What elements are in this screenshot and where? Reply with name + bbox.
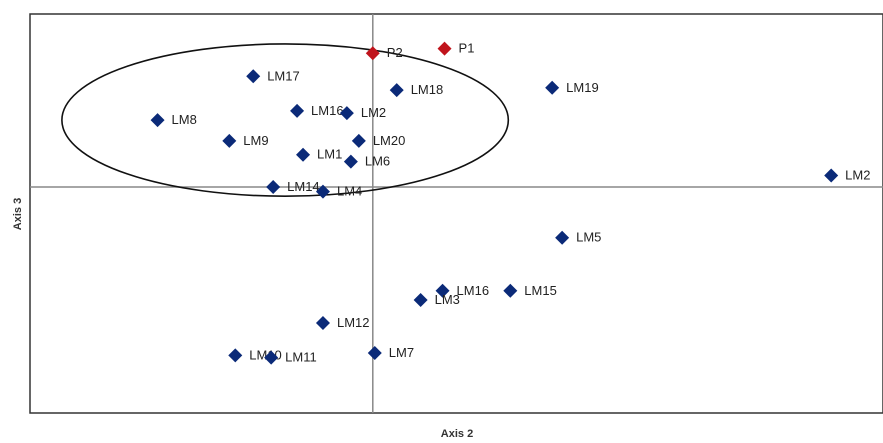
y-axis-title: Axis 3 (12, 198, 24, 230)
diamond-marker (296, 147, 311, 162)
point-label: LM9 (243, 133, 268, 148)
diamond-marker (264, 350, 279, 365)
point-label: LM10 (249, 347, 282, 362)
point-lm1-10: LM1 (296, 147, 342, 162)
point-lm5-15: LM5 (555, 230, 601, 245)
diamond-marker (413, 292, 428, 307)
diamond-marker (389, 83, 404, 98)
point-p1-0: P1 (437, 41, 475, 56)
point-label: LM4 (337, 184, 362, 199)
diamond-marker (367, 346, 382, 361)
diamond-marker (246, 69, 261, 84)
diamond-marker (555, 230, 570, 245)
point-lm20-9: LM20 (351, 133, 406, 148)
point-label: LM12 (337, 315, 370, 330)
diamond-marker (437, 41, 452, 56)
point-label: LM16 (457, 283, 490, 298)
point-label: LM2 (361, 105, 386, 120)
point-label: LM17 (267, 68, 300, 83)
point-lm3-18: LM3 (413, 292, 460, 307)
diamond-marker (435, 283, 450, 298)
diamond-marker (266, 179, 281, 194)
point-lm19-4: LM19 (545, 80, 599, 95)
point-p2-1: P2 (365, 45, 403, 61)
point-lm17-2: LM17 (246, 68, 300, 84)
point-lm6-11: LM6 (343, 154, 390, 169)
point-lm4-13: LM4 (315, 184, 362, 199)
diamond-marker (222, 133, 237, 148)
point-lm15-17: LM15 (503, 283, 557, 298)
point-lm12-19: LM12 (315, 315, 370, 331)
point-lm16-16: LM16 (435, 283, 490, 298)
point-label: LM7 (389, 345, 414, 360)
point-label: LM19 (566, 80, 599, 95)
diamond-marker (290, 103, 305, 118)
diamond-marker (343, 154, 358, 169)
cluster-ellipse (61, 43, 510, 198)
point-label: P1 (459, 41, 475, 56)
point-label: LM3 (435, 292, 460, 307)
point-lm18-3: LM18 (389, 82, 444, 98)
point-label: LM6 (365, 154, 390, 169)
point-label: LM18 (411, 82, 444, 97)
diamond-marker (150, 113, 165, 128)
point-lm2-7: LM2 (339, 105, 386, 121)
diamond-marker (315, 184, 330, 199)
point-lm16-6: LM16 (290, 103, 344, 118)
diamond-marker (228, 348, 243, 363)
point-label: LM14 (287, 179, 320, 194)
point-label: LM1 (317, 147, 342, 162)
point-label: P2 (387, 45, 403, 60)
diamond-marker (365, 46, 380, 61)
x-axis-title: Axis 2 (441, 428, 473, 440)
point-lm11-21: LM11 (264, 350, 317, 365)
point-label: LM5 (576, 230, 601, 245)
point-label: LM20 (373, 133, 406, 148)
point-label: LM8 (172, 112, 197, 127)
diamond-marker (315, 316, 330, 331)
point-label: LM11 (285, 350, 317, 365)
point-lm2-14: LM2 (824, 167, 870, 183)
diamond-marker (351, 133, 366, 148)
diamond-marker (545, 80, 560, 95)
point-lm8-5: LM8 (150, 112, 197, 128)
point-label: LM15 (524, 283, 557, 298)
diamond-marker (503, 283, 518, 298)
diamond-marker (339, 106, 354, 121)
point-label: LM16 (311, 103, 344, 118)
diamond-marker (824, 168, 839, 183)
point-lm7-22: LM7 (367, 345, 414, 361)
point-lm9-8: LM9 (222, 133, 269, 148)
point-label: LM2 (845, 167, 870, 182)
point-lm14-12: LM14 (266, 179, 320, 194)
plot-frame (29, 13, 883, 414)
